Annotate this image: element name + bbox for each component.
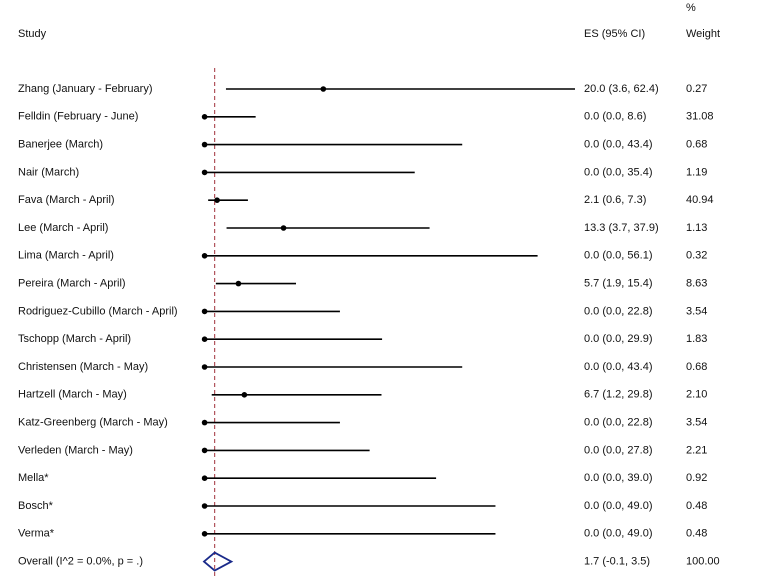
study-label: Lee (March - April) xyxy=(18,222,108,234)
study-label: Felldin (February - June) xyxy=(18,111,138,123)
weight-label: 31.08 xyxy=(686,111,714,123)
ci-label: 0.0 (0.0, 43.4) xyxy=(584,139,653,151)
study-label: Christensen (March - May) xyxy=(18,361,148,373)
weight-label: 3.54 xyxy=(686,417,707,429)
estimate xyxy=(201,447,208,454)
weight-label: 2.10 xyxy=(686,389,707,401)
weight-label: 2.21 xyxy=(686,444,707,456)
study-label: Pereira (March - April) xyxy=(18,278,126,290)
weight-label: 40.94 xyxy=(686,194,714,206)
ci-label: 0.0 (0.0, 39.0) xyxy=(584,472,653,484)
weight-label: 1.13 xyxy=(686,222,707,234)
study-label: Bosch* xyxy=(18,500,54,512)
weight-label: 0.92 xyxy=(686,472,707,484)
weight-label: 0.27 xyxy=(686,83,707,95)
estimate xyxy=(201,503,208,509)
weight-label: 0.48 xyxy=(686,528,707,540)
weight-label: 3.54 xyxy=(686,305,707,317)
overall-ci-label: 1.7 (-0.1, 3.5) xyxy=(584,556,650,568)
estimate xyxy=(201,141,208,148)
weight-label: 0.32 xyxy=(686,250,707,262)
ci-label: 0.0 (0.0, 22.8) xyxy=(584,417,653,429)
study-label: Tschopp (March - April) xyxy=(18,333,131,345)
estimate xyxy=(235,280,242,287)
ci-label: 0.0 (0.0, 49.0) xyxy=(584,528,653,540)
ci-label: 0.0 (0.0, 8.6) xyxy=(584,111,646,123)
study-label: Banerjee (March) xyxy=(18,139,103,151)
study-label: Mella* xyxy=(18,472,49,484)
overall-weight-label: 100.00 xyxy=(686,556,720,568)
estimate xyxy=(201,308,208,315)
ci-label: 0.0 (0.0, 29.9) xyxy=(584,333,653,345)
estimate xyxy=(201,475,208,482)
estimate xyxy=(214,197,220,203)
study-label: Fava (March - April) xyxy=(18,194,115,206)
estimate xyxy=(201,253,208,259)
estimate xyxy=(201,364,208,370)
ci-label: 0.0 (0.0, 27.8) xyxy=(584,444,653,456)
study-label: Zhang (January - February) xyxy=(18,83,153,95)
ci-label: 20.0 (3.6, 62.4) xyxy=(584,83,659,95)
overall-label: Overall (I^2 = 0.0%, p = .) xyxy=(18,556,143,568)
study-label: Lima (March - April) xyxy=(18,250,114,262)
study-label: Hartzell (March - May) xyxy=(18,389,127,401)
weight-label: 0.68 xyxy=(686,361,707,373)
estimate xyxy=(201,169,208,176)
study-label: Nair (March) xyxy=(18,166,79,178)
ci-label: 5.7 (1.9, 15.4) xyxy=(584,278,653,290)
study-label: Verma* xyxy=(18,528,55,540)
ci-label: 0.0 (0.0, 22.8) xyxy=(584,305,653,317)
ci-label: 0.0 (0.0, 43.4) xyxy=(584,361,653,373)
estimate xyxy=(201,419,208,426)
ci-label: 0.0 (0.0, 35.4) xyxy=(584,166,653,178)
study-label: Rodriguez-Cubillo (March - April) xyxy=(18,305,178,317)
study-label: Verleden (March - May) xyxy=(18,444,133,456)
ci-label: 6.7 (1.2, 29.8) xyxy=(584,389,653,401)
weight-header: Weight xyxy=(686,28,720,40)
estimate xyxy=(201,114,208,120)
es-header: ES (95% CI) xyxy=(584,28,645,40)
ci-label: 13.3 (3.7, 37.9) xyxy=(584,222,659,234)
ci-label: 0.0 (0.0, 56.1) xyxy=(584,250,653,262)
estimate xyxy=(320,86,327,92)
estimate xyxy=(201,336,208,343)
estimate xyxy=(201,531,208,537)
overall-diamond xyxy=(202,551,234,572)
weight-header-top: % xyxy=(686,2,696,14)
ci-label: 0.0 (0.0, 49.0) xyxy=(584,500,653,512)
weight-label: 1.83 xyxy=(686,333,707,345)
weight-label: 8.63 xyxy=(686,278,707,290)
estimate xyxy=(241,392,248,398)
estimate xyxy=(280,225,287,231)
weight-label: 0.48 xyxy=(686,500,707,512)
weight-label: 1.19 xyxy=(686,166,707,178)
study-header: Study xyxy=(18,28,47,40)
weight-label: 0.68 xyxy=(686,139,707,151)
study-label: Katz-Greenberg (March - May) xyxy=(18,417,168,429)
ci-label: 2.1 (0.6, 7.3) xyxy=(584,194,646,206)
